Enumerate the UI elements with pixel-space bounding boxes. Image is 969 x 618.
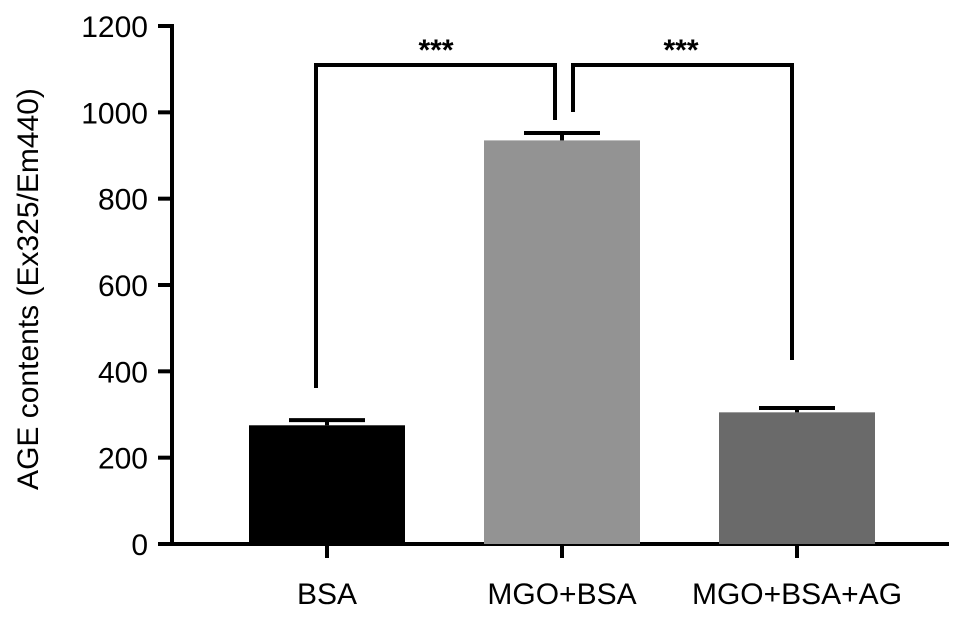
x-ticks: BSA MGO+BSA MGO+BSA+AG xyxy=(297,544,902,611)
bar xyxy=(719,412,875,544)
y-tick-label: 0 xyxy=(131,529,148,562)
significance-brackets: *** *** xyxy=(314,34,794,388)
y-tick-label: 1200 xyxy=(81,11,148,44)
y-tick-label: 400 xyxy=(98,356,148,389)
bar xyxy=(484,140,640,544)
significance-label: *** xyxy=(418,34,453,67)
significance-bracket xyxy=(571,63,794,360)
x-tick-label: MGO+BSA+AG xyxy=(692,578,902,611)
bar xyxy=(249,425,405,544)
significance-label: *** xyxy=(663,34,698,67)
y-tick-label: 800 xyxy=(98,184,148,217)
x-tick-label: BSA xyxy=(297,578,357,611)
y-axis-title: AGE contents (Ex325/Em440) xyxy=(12,88,45,490)
y-ticks: 0 200 400 600 800 1000 1200 xyxy=(81,11,172,562)
y-tick-label: 200 xyxy=(98,443,148,476)
y-tick-label: 1000 xyxy=(81,97,148,130)
y-tick-label: 600 xyxy=(98,270,148,303)
x-tick-label: MGO+BSA xyxy=(487,578,636,611)
bars xyxy=(249,131,875,544)
significance-bracket xyxy=(314,63,557,388)
